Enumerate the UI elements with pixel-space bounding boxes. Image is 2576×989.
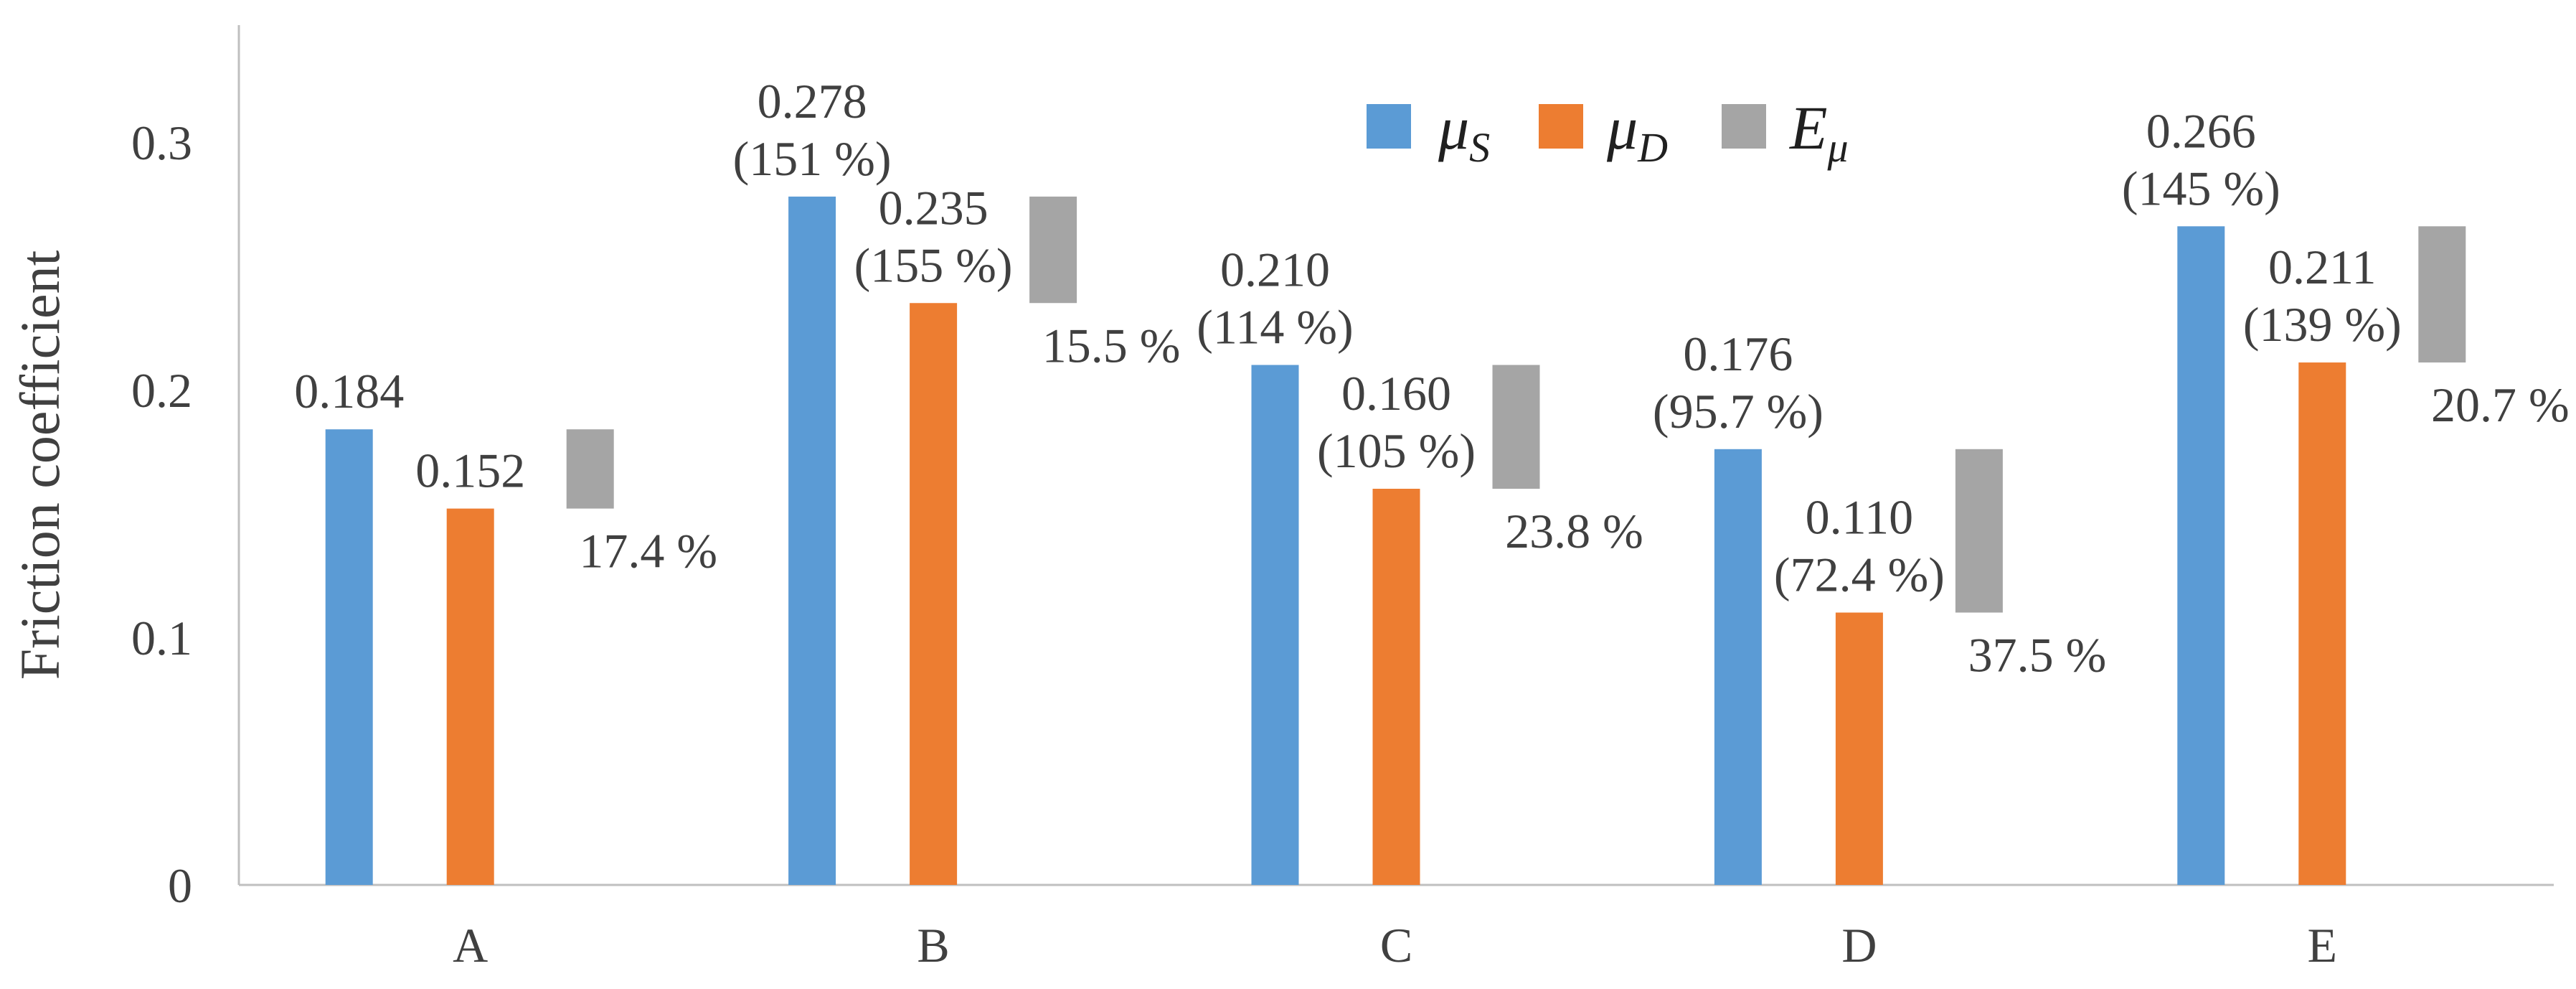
bar-mu-d [910,303,958,885]
bar-mu-d [2298,362,2346,885]
bar-e-mu [1029,196,1077,304]
y-tick-label: 0.2 [131,363,192,418]
legend-swatch [1722,104,1766,149]
y-tick-label: 0.1 [131,611,192,665]
data-label-mu-d-percent: (139 %) [2243,297,2402,352]
data-label-mu-d: 0.235 [879,180,989,235]
data-label-mu-s: 0.184 [294,364,404,418]
data-label-e-mu: 37.5 % [1968,628,2107,683]
bars [325,196,2466,885]
bar-e-mu [1955,449,2003,613]
x-tick-label: B [917,918,949,972]
y-axis-title: Friction coefficient [9,250,71,680]
x-tick-label: D [1841,918,1877,972]
legend-label: μD [1606,93,1668,171]
data-label-mu-s: 0.266 [2146,103,2256,158]
y-tick-label: 0.3 [131,116,192,170]
bar-mu-s [2177,226,2225,885]
bar-e-mu [1492,365,1540,489]
data-label-mu-s: 0.278 [758,74,867,128]
legend-label: μS [1438,93,1490,171]
data-label-e-mu: 20.7 % [2431,378,2570,432]
legend: μS μD Eμ [1367,93,1849,171]
axes: 0 0.1 0.2 0.3 A B C D E [131,25,2554,972]
bar-mu-s [1714,449,1762,885]
data-label-mu-s-percent: (145 %) [2122,161,2280,215]
data-label-mu-d: 0.160 [1341,366,1451,421]
data-label-mu-d-percent: (72.4 %) [1774,548,1945,602]
legend-swatch [1539,104,1583,149]
data-label-e-mu: 23.8 % [1505,504,1643,558]
x-tick-label: E [2308,918,2338,972]
bar-mu-s [788,196,836,885]
bar-e-mu [2418,226,2466,363]
data-label-mu-d: 0.152 [415,444,525,498]
x-tick-label: C [1380,918,1412,972]
data-label-mu-d-percent: (105 %) [1317,423,1476,478]
data-label-mu-d-percent: (155 %) [854,238,1013,292]
bar-mu-d [1835,612,1883,885]
bar-mu-d [1372,489,1420,885]
x-tick-label: A [453,918,488,972]
bar-e-mu [566,429,614,509]
data-label-mu-s-percent: (95.7 %) [1653,384,1824,439]
data-label-mu-s-percent: (151 %) [733,131,892,186]
legend-label: Eμ [1788,93,1849,171]
data-label-mu-s: 0.210 [1220,243,1330,297]
bar-mu-d [446,508,494,885]
bar-mu-s [1251,365,1299,885]
legend-swatch [1367,104,1411,149]
data-label-mu-s-percent: (114 %) [1197,300,1353,355]
data-label-mu-d: 0.211 [2268,240,2376,294]
data-label-e-mu: 15.5 % [1042,318,1181,372]
data-label-mu-s: 0.176 [1683,327,1793,381]
y-tick-label: 0 [168,858,192,913]
data-label-mu-d: 0.110 [1806,490,1913,545]
data-label-e-mu: 17.4 % [579,524,717,578]
bar-mu-s [325,429,373,885]
